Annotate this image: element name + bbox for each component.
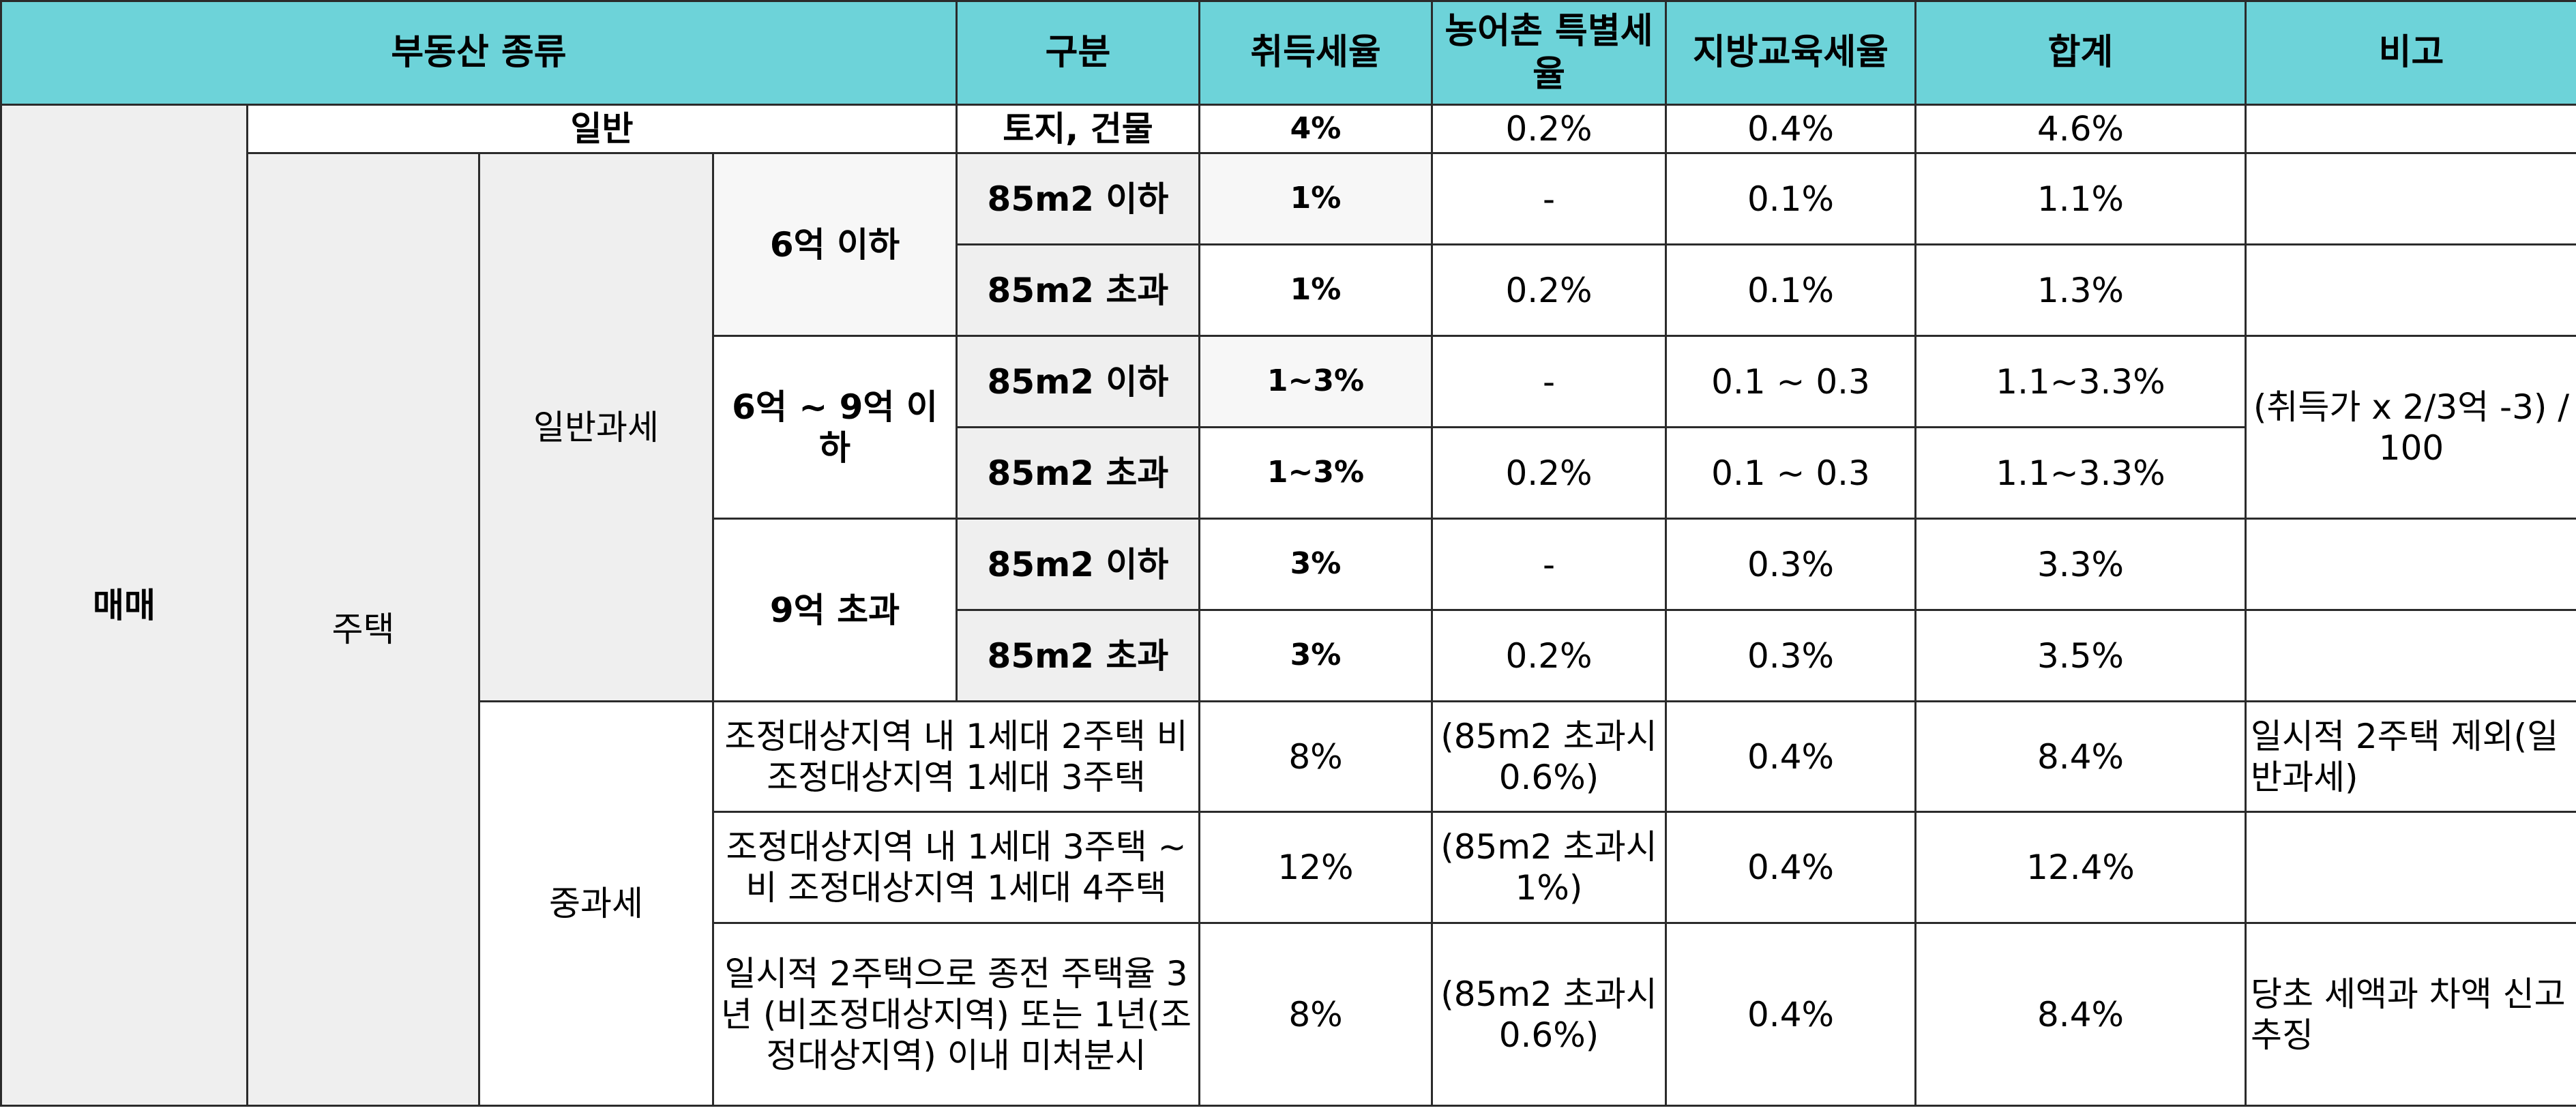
rural-tax-cell: - <box>1431 152 1667 245</box>
edu-tax-cell: 0.4% <box>1665 922 1916 1107</box>
rural-tax-cell: 0.2% <box>1431 243 1667 337</box>
header-total: 합계 <box>1914 0 2247 106</box>
category-cell: 85m2 초과 <box>956 243 1200 337</box>
general-label: 일반 <box>246 104 958 154</box>
category-cell: 85m2 이하 <box>956 152 1200 245</box>
note-cell: (취득가 x 2/3억 -3) / 100 <box>2245 335 2576 520</box>
note-cell <box>2245 518 2576 611</box>
total-cell: 1.3% <box>1914 243 2247 337</box>
total-cell: 8.4% <box>1914 700 2247 813</box>
edu-tax-cell: 0.3% <box>1665 518 1916 611</box>
table-header-row: 부동산 종류 구분 취득세율 농어촌 특별세율 지방교육세율 합계 비고 <box>0 0 2576 106</box>
total-cell: 3.3% <box>1914 518 2247 611</box>
edu-tax-cell: 0.4% <box>1665 811 1916 924</box>
header-category: 구분 <box>956 0 1200 106</box>
acq-rate-cell: 4% <box>1198 104 1433 154</box>
acq-rate-cell: 3% <box>1198 518 1433 611</box>
rural-tax-cell: (85m2 초과시 0.6%) <box>1431 700 1667 813</box>
edu-tax-cell: 0.1% <box>1665 152 1916 245</box>
edu-tax-cell: 0.4% <box>1665 700 1916 813</box>
total-cell: 1.1~3.3% <box>1914 335 2247 428</box>
price-tier-6-to-9: 6억 ~ 9억 이하 <box>712 335 958 520</box>
acq-rate-cell: 1% <box>1198 152 1433 245</box>
note-cell <box>2245 609 2576 702</box>
table-row: 매매 일반 토지, 건물 4% 0.2% 0.4% 4.6% <box>0 104 2576 1107</box>
table-row: 6억 ~ 9억 이하 85m2 이하 1~3% - 0.1 ~ 0.3 1.1~… <box>1 335 2576 520</box>
note-cell <box>2245 243 2576 337</box>
heavy-tax-desc: 조정대상지역 내 1세대 2주택 비 조정대상지역 1세대 3주택 <box>712 700 1200 813</box>
heavy-tax-desc: 일시적 2주택으로 종전 주택율 3년 (비조정대상지역) 또는 1년(조정대상… <box>712 922 1200 1107</box>
heavy-tax-label: 중과세 <box>478 700 714 1107</box>
acq-rate-cell: 1% <box>1198 243 1433 337</box>
header-rural-special-tax: 농어촌 특별세율 <box>1431 0 1667 106</box>
total-cell: 1.1~3.3% <box>1914 426 2247 520</box>
general-tax-label: 일반과세 <box>478 152 714 702</box>
edu-tax-cell: 0.1 ~ 0.3 <box>1665 426 1916 520</box>
rural-tax-cell: 0.2% <box>1431 609 1667 702</box>
header-property-type: 부동산 종류 <box>0 0 958 106</box>
edu-tax-cell: 0.3% <box>1665 609 1916 702</box>
table-row: 85m2 초과 1% 0.2% 0.1% 1.3% <box>1 243 2576 337</box>
header-local-education-tax: 지방교육세율 <box>1665 0 1916 106</box>
category-cell: 토지, 건물 <box>956 104 1200 154</box>
note-cell <box>2245 152 2576 245</box>
header-note: 비고 <box>2245 0 2576 106</box>
table-row: 9억 초과 85m2 이하 3% - 0.3% 3.3% <box>1 518 2576 702</box>
table-row: 85m2 초과 1~3% 0.2% 0.1 ~ 0.3 1.1~3.3% <box>1 426 2576 520</box>
table-row: 주택 일반과세 6억 이하 85m2 이하 1% - 0.1% 1.1% <box>1 152 2576 1107</box>
category-cell: 85m2 초과 <box>956 609 1200 702</box>
rural-tax-cell: 0.2% <box>1431 104 1667 154</box>
table-row: 중과세 조정대상지역 내 1세대 2주택 비 조정대상지역 1세대 3주택 8%… <box>1 700 2576 1107</box>
note-cell <box>2245 811 2576 924</box>
table-row: 일시적 2주택으로 종전 주택율 3년 (비조정대상지역) 또는 1년(조정대상… <box>1 922 2576 1107</box>
total-cell: 12.4% <box>1914 811 2247 924</box>
rural-tax-cell: (85m2 초과시 0.6%) <box>1431 922 1667 1107</box>
edu-tax-cell: 0.1 ~ 0.3 <box>1665 335 1916 428</box>
rural-tax-cell: - <box>1431 518 1667 611</box>
acq-rate-cell: 3% <box>1198 609 1433 702</box>
note-cell <box>2245 104 2576 154</box>
rural-tax-cell: (85m2 초과시 1%) <box>1431 811 1667 924</box>
rural-tax-cell: 0.2% <box>1431 426 1667 520</box>
note-cell: 일시적 2주택 제외(일반과세) <box>2245 700 2576 813</box>
acq-rate-cell: 8% <box>1198 700 1433 813</box>
acq-rate-cell: 12% <box>1198 811 1433 924</box>
category-cell: 85m2 이하 <box>956 518 1200 611</box>
note-cell: 당초 세액과 차액 신고 추징 <box>2245 922 2576 1107</box>
total-cell: 4.6% <box>1914 104 2247 154</box>
category-cell: 85m2 이하 <box>956 335 1200 428</box>
rural-tax-cell: - <box>1431 335 1667 428</box>
price-tier-over9: 9억 초과 <box>712 518 958 702</box>
housing-label: 주택 <box>246 152 480 1107</box>
acq-rate-cell: 1~3% <box>1198 335 1433 428</box>
table-row: 조정대상지역 내 1세대 3주택 ~ 비 조정대상지역 1세대 4주택 12% … <box>1 811 2576 924</box>
total-cell: 8.4% <box>1914 922 2247 1107</box>
heavy-tax-desc: 조정대상지역 내 1세대 3주택 ~ 비 조정대상지역 1세대 4주택 <box>712 811 1200 924</box>
category-cell: 85m2 초과 <box>956 426 1200 520</box>
total-cell: 3.5% <box>1914 609 2247 702</box>
total-cell: 1.1% <box>1914 152 2247 245</box>
acq-rate-cell: 1~3% <box>1198 426 1433 520</box>
table-row: 85m2 초과 3% 0.2% 0.3% 3.5% <box>1 609 2576 702</box>
acq-rate-cell: 8% <box>1198 922 1433 1107</box>
edu-tax-cell: 0.4% <box>1665 104 1916 154</box>
edu-tax-cell: 0.1% <box>1665 243 1916 337</box>
header-acquisition-rate: 취득세율 <box>1198 0 1433 106</box>
sale-label: 매매 <box>0 104 248 1107</box>
price-tier-under6: 6억 이하 <box>712 152 958 337</box>
